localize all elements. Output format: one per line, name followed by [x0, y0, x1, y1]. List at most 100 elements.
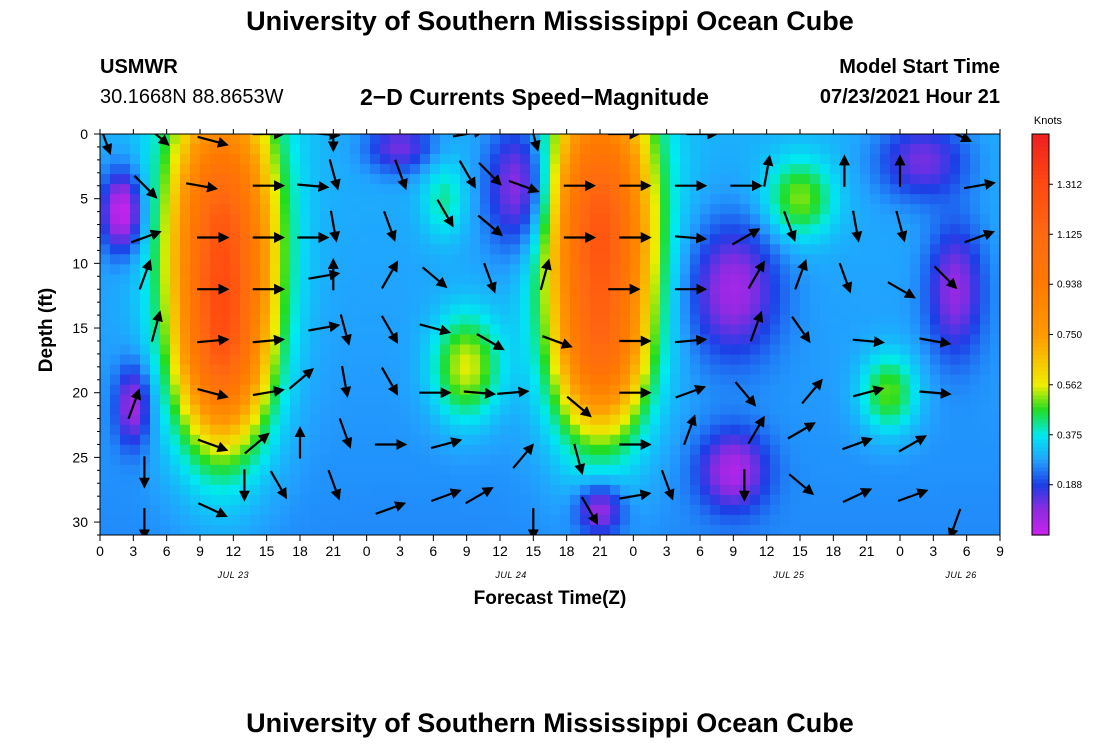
current-vector-arrow: [252, 334, 285, 346]
heatmap-cell: [380, 134, 391, 145]
heatmap-cell: [990, 354, 1000, 366]
heatmap-cell: [750, 444, 761, 456]
heatmap-cell: [880, 514, 891, 526]
heatmap-cell: [900, 134, 911, 145]
heatmap-cell: [380, 474, 391, 486]
heatmap-cell: [170, 374, 181, 386]
heatmap-cell: [280, 164, 291, 175]
heatmap-cell: [620, 174, 631, 185]
x-tick-label: 15: [526, 543, 542, 559]
current-vector-arrow: [734, 381, 757, 407]
heatmap-cell: [610, 324, 621, 336]
heatmap-cell: [870, 314, 881, 326]
heatmap-cell: [120, 134, 131, 145]
heatmap-cell: [220, 454, 231, 466]
heatmap-cell: [230, 134, 241, 145]
heatmap-cell: [660, 334, 671, 346]
heatmap-cell: [890, 284, 901, 296]
heatmap-cell: [880, 334, 891, 346]
heatmap-cell: [680, 504, 691, 516]
heatmap-cell: [670, 314, 681, 326]
heatmap-cell: [320, 344, 331, 356]
heatmap-cell: [770, 314, 781, 326]
heatmap-cell: [140, 344, 151, 356]
heatmap-cell: [890, 204, 901, 215]
heatmap-cell: [250, 134, 261, 145]
heatmap-cell: [360, 294, 371, 306]
heatmap-cell: [350, 204, 361, 215]
heatmap-cell: [530, 214, 541, 225]
heatmap-cell: [300, 264, 311, 275]
heatmap-cell: [290, 404, 301, 416]
heatmap-cell: [420, 464, 431, 476]
heatmap-cell: [410, 174, 421, 185]
heatmap-cell: [480, 224, 491, 235]
heatmap-cell: [870, 454, 881, 466]
heatmap-cell: [290, 254, 301, 265]
heatmap-cell: [400, 204, 411, 215]
heatmap-cell: [760, 164, 771, 175]
heatmap-cell: [250, 514, 261, 526]
heatmap-cell: [330, 424, 341, 436]
heatmap-cell: [700, 304, 711, 316]
heatmap-cell: [410, 144, 421, 155]
heatmap-cell: [550, 204, 561, 215]
heatmap-cell: [160, 184, 171, 195]
heatmap-cell: [530, 254, 541, 265]
heatmap-cell: [940, 174, 951, 185]
heatmap-cell: [410, 264, 421, 275]
heatmap-cell: [370, 194, 381, 205]
heatmap-cell: [200, 194, 211, 205]
heatmap-cell: [550, 174, 561, 185]
heatmap-cell: [350, 514, 361, 526]
heatmap-cell: [600, 424, 611, 436]
heatmap-cell: [360, 164, 371, 175]
heatmap-cell: [610, 364, 621, 376]
heatmap-cell: [660, 154, 671, 165]
heatmap-cell: [200, 264, 211, 275]
heatmap-cell: [850, 204, 861, 215]
heatmap-cell: [130, 314, 141, 326]
heatmap-cell: [450, 174, 461, 185]
colorbar-segment: [1032, 382, 1049, 388]
heatmap-cell: [910, 524, 921, 535]
heatmap-cell: [320, 294, 331, 306]
heatmap-cell: [660, 224, 671, 235]
heatmap-cell: [920, 224, 931, 235]
heatmap-cell: [170, 224, 181, 235]
heatmap-cell: [990, 474, 1000, 486]
heatmap-cell: [700, 524, 711, 535]
heatmap-cell: [690, 204, 701, 215]
heatmap-cell: [640, 364, 651, 376]
heatmap-cell: [620, 134, 631, 145]
heatmap-cell: [370, 394, 381, 406]
heatmap-cell: [650, 214, 661, 225]
heatmap-cell: [180, 274, 191, 285]
heatmap-cell: [380, 164, 391, 175]
heatmap-cell: [700, 324, 711, 336]
heatmap-cell: [660, 254, 671, 265]
heatmap-cell: [640, 524, 651, 535]
heatmap-cell: [440, 524, 451, 535]
heatmap-cell: [440, 254, 451, 265]
heatmap-cell: [330, 404, 341, 416]
heatmap-cell: [990, 454, 1000, 466]
heatmap-cell: [840, 294, 851, 306]
heatmap-cell: [360, 234, 371, 245]
heatmap-cell: [290, 234, 301, 245]
heatmap-cell: [880, 484, 891, 496]
heatmap-cell: [800, 404, 811, 416]
heatmap-cell: [690, 484, 701, 496]
heatmap-cell: [830, 184, 841, 195]
heatmap-cell: [510, 434, 521, 446]
heatmap-cell: [880, 524, 891, 535]
heatmap-cell: [820, 524, 831, 535]
heatmap-cell: [650, 334, 661, 346]
heatmap-cell: [940, 434, 951, 446]
heatmap-cell: [660, 494, 671, 506]
heatmap-cell: [670, 294, 681, 306]
heatmap-cell: [900, 404, 911, 416]
heatmap-cell: [850, 244, 861, 255]
heatmap-cell: [560, 414, 571, 426]
heatmap-cell: [720, 164, 731, 175]
